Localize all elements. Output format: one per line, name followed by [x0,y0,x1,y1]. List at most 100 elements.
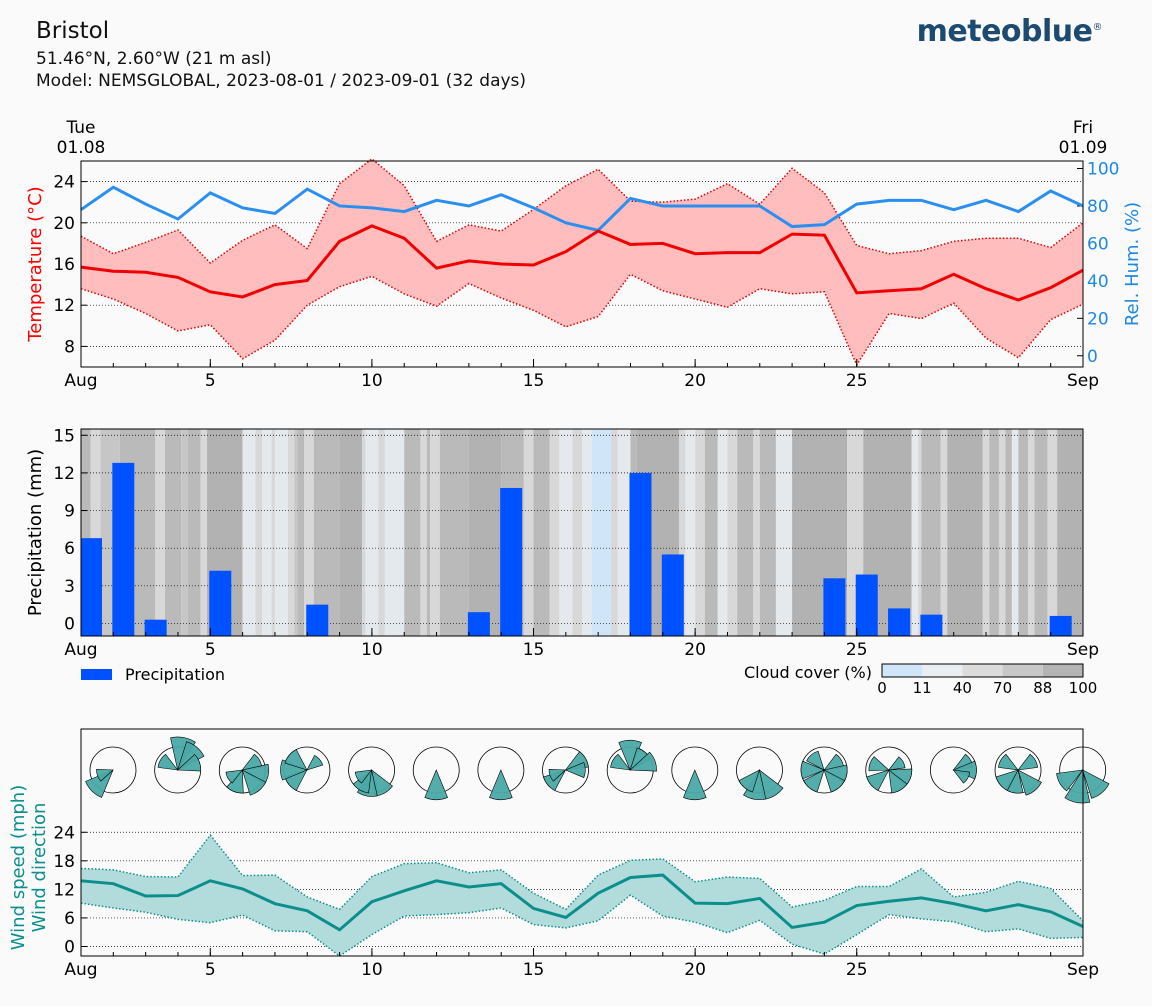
precip-y-axis-label: Precipitation (mm) [25,449,46,616]
wind-x-tick-label: 25 [846,960,868,980]
temp-min-line [80,273,1084,367]
logo-text: meteoblue [916,14,1093,49]
precip-bar [500,487,523,636]
rh-y-tick-label: 40 [1087,272,1109,292]
wind-rose-sector [610,753,631,771]
cloud-legend-label: 40 [953,679,972,697]
cloud-cover-segment [271,429,275,636]
page-title: Bristol [36,18,110,44]
rh-y-tick-label: 20 [1087,309,1109,329]
wind-direction-axis-label: Wind direction [29,803,50,933]
wind-rose-sector [284,749,308,771]
model-info: Model: NEMSGLOBAL, 2023-08-01 / 2023-09-… [36,71,527,91]
cloud-cover-segment [591,429,612,636]
wind-x-tick-label: 5 [205,960,216,980]
cloud-cover-segment [947,429,983,636]
wind-rose-sector [241,769,267,796]
wind-y-tick-label: 18 [53,852,75,872]
precip-y-tick-label: 0 [64,614,75,634]
precip-x-tick-label: 5 [205,640,216,660]
temp-y-tick-label: 8 [64,337,75,357]
cloud-legend-swatch [962,664,1003,677]
precip-bar [112,462,135,636]
precip-bar [888,608,911,636]
wind-rose-sector [868,756,890,772]
wind-rose-sector [354,769,373,784]
wind-x-tick-label: 15 [523,960,545,980]
temp-x-tick-label: Sep [1067,371,1099,391]
cloud-cover-segment [918,429,922,636]
cloud-cover-segment [155,429,166,636]
cloud-cover-segment [617,429,631,636]
precip-x-tick-label: Sep [1067,640,1099,660]
cloud-cover-segment [998,429,1006,636]
cloud-cover-segment [181,429,188,636]
cloud-legend-swatch [922,664,963,677]
precip-bar [81,538,102,636]
temp-max-line [80,157,1084,264]
cloud-legend-frame [881,663,1084,678]
cloud-cover-segment [685,429,696,636]
cloud-legend-swatch [1042,664,1083,677]
precip-legend-swatch [81,669,112,680]
wind-rose-sector [564,762,586,778]
cloud-cover-segment [611,429,618,636]
start-date-label: 01.08 [57,138,106,158]
humidity-line [80,185,1084,232]
temp-frame [80,160,1084,368]
cloud-cover-segment [1005,429,1012,636]
wind-rose-sector [1064,769,1091,804]
precip-x-tick-label: Aug [64,640,97,660]
wind-rose-sector [683,769,707,800]
cloud-legend-swatch [882,664,923,677]
cloud-cover-segment [365,429,379,636]
cloud-cover-segment [297,429,305,636]
wind-y-tick-label: 12 [53,880,75,900]
cloud-cover-segment [378,429,385,636]
precip-bar [1049,615,1072,636]
cloud-cover-segment [775,429,793,636]
cloud-cover-segment [187,429,201,636]
wind-rose-sector [176,753,202,772]
precip-y-tick-label: 12 [53,464,75,484]
precip-y-tick-label: 3 [64,577,75,597]
cloud-cover-segment [572,429,582,636]
cloud-cover-segment [287,429,295,636]
wind-rose-sector [1017,769,1042,796]
precip-bar [467,612,490,636]
wind-x-tick-label: Aug [64,960,97,980]
cloud-cover-segment [549,429,560,636]
wind-x-tick-label: Sep [1067,960,1099,980]
precip-frame [80,428,1084,637]
logo[interactable]: meteoblue® [916,14,1103,49]
cloud-cover-segment [982,429,990,636]
header: Bristol 51.46°N, 2.60°W (21 m asl) Model… [36,14,526,92]
rh-y-tick-label: 0 [1087,347,1098,367]
wind-rose-sector [177,741,205,771]
wind-speed-axis-label: Wind speed (mph) [8,785,29,950]
cloud-cover-segment [523,429,534,636]
precip-bar [855,574,878,636]
wind-rose-sector [424,769,448,800]
cloud-cover-segment [468,429,502,636]
wind-rose-sector [548,768,567,782]
wind-y-tick-label: 0 [64,937,75,957]
cloud-cover-segment [921,429,941,636]
wind-rose-sector [1082,769,1110,799]
cloud-cover-segment [426,429,431,636]
wind-y-tick-label: 24 [53,823,75,843]
temp-x-tick-label: 20 [684,371,706,391]
rh-y-tick-label: 80 [1087,197,1109,217]
cloud-cover-segment [242,429,256,636]
wind-rose-sector [806,750,825,771]
precip-y-tick-label: 9 [64,502,75,522]
cloud-cover-segment [430,429,440,636]
precip-legend-label: Precipitation [125,665,225,684]
wind-rose-sector [226,769,244,794]
temp-y-axis-label: Temperature (°C) [25,186,46,342]
wind-x-tick-label: 10 [361,960,383,980]
cloud-cover-segment [940,429,948,636]
wind-rose-sector [1056,769,1084,792]
cloud-cover-segment [737,429,754,636]
cloud-legend-swatch [1002,664,1043,677]
